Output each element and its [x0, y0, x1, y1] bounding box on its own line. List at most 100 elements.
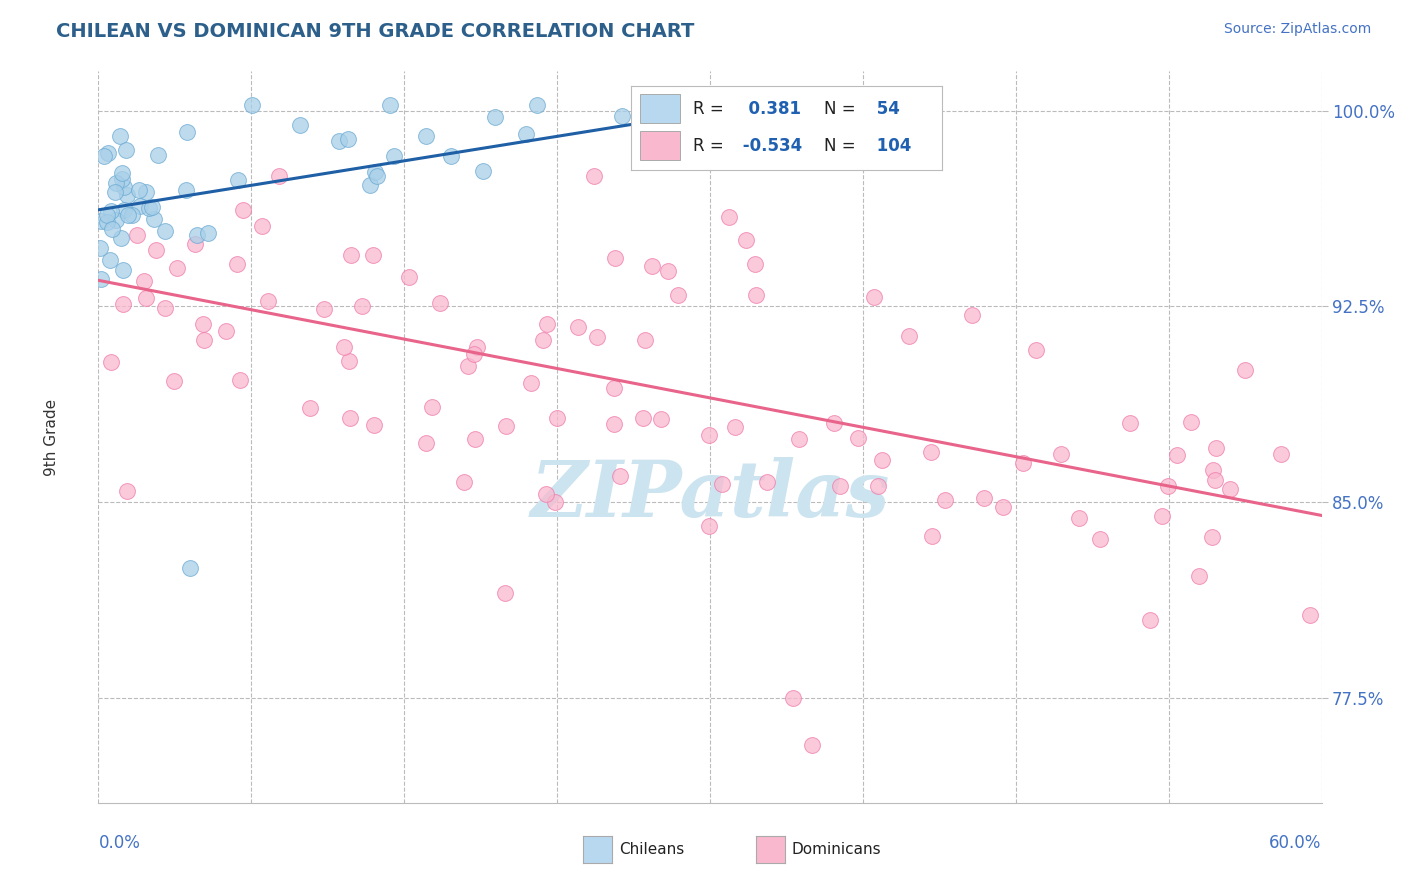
Point: [824, 416, 846, 430]
Point: [114, 143, 136, 157]
Point: [1202, 463, 1225, 477]
Point: [603, 381, 626, 395]
Point: [179, 560, 201, 574]
Point: [112, 202, 135, 217]
Point: [328, 134, 350, 148]
Point: [420, 400, 443, 414]
Point: [398, 270, 420, 285]
Point: [1069, 510, 1091, 524]
Point: [586, 330, 609, 344]
Point: [250, 219, 273, 233]
Text: R =: R =: [693, 100, 724, 118]
Point: [440, 149, 463, 163]
Text: Dominicans: Dominicans: [792, 842, 882, 856]
Point: [115, 188, 138, 202]
Point: [666, 287, 689, 301]
Point: [657, 264, 679, 278]
Point: [153, 224, 176, 238]
Point: [112, 297, 135, 311]
Point: [108, 128, 131, 143]
Point: [710, 477, 733, 491]
Point: [744, 257, 766, 271]
FancyBboxPatch shape: [640, 131, 681, 160]
Point: [1156, 479, 1178, 493]
Point: [145, 243, 167, 257]
Point: [337, 132, 360, 146]
Point: [697, 519, 720, 533]
Point: [90, 213, 112, 227]
Point: [359, 178, 381, 192]
Point: [846, 431, 869, 445]
Point: [1201, 530, 1223, 544]
Point: [105, 213, 128, 227]
Point: [631, 410, 654, 425]
Point: [339, 354, 361, 368]
Text: R =: R =: [693, 136, 724, 154]
Point: [93, 149, 115, 163]
Point: [267, 169, 290, 183]
Point: [866, 478, 889, 492]
Point: [382, 149, 405, 163]
Point: [1219, 482, 1241, 496]
Text: Source: ZipAtlas.com: Source: ZipAtlas.com: [1223, 22, 1371, 37]
Point: [290, 119, 312, 133]
Point: [197, 226, 219, 240]
FancyBboxPatch shape: [640, 95, 681, 123]
Point: [828, 478, 851, 492]
Point: [536, 318, 558, 332]
Point: [229, 373, 252, 387]
Point: [166, 260, 188, 275]
Point: [96, 208, 118, 222]
Point: [603, 417, 626, 431]
Point: [1050, 448, 1073, 462]
Point: [609, 469, 631, 483]
Point: [176, 124, 198, 138]
Point: [104, 176, 127, 190]
Point: [991, 500, 1014, 514]
Point: [332, 340, 354, 354]
Point: [153, 301, 176, 316]
Point: [582, 169, 605, 183]
Point: [863, 290, 886, 304]
Point: [650, 412, 672, 426]
Point: [96, 215, 118, 229]
Point: [191, 317, 214, 331]
Point: [464, 432, 486, 446]
Point: [1180, 415, 1202, 429]
Text: ZIPatlas: ZIPatlas: [530, 458, 890, 533]
Point: [1012, 456, 1035, 470]
Point: [89, 241, 111, 255]
Point: [110, 171, 132, 186]
Point: [143, 211, 166, 226]
Point: [364, 165, 387, 179]
Text: N =: N =: [824, 136, 855, 154]
Point: [520, 376, 543, 390]
Point: [782, 691, 804, 706]
Point: [363, 418, 385, 433]
Text: N =: N =: [824, 100, 855, 118]
Point: [1088, 533, 1111, 547]
Point: [138, 201, 160, 215]
Point: [605, 251, 627, 265]
Point: [960, 308, 983, 322]
Point: [257, 294, 280, 309]
Point: [339, 411, 361, 425]
Point: [534, 486, 557, 500]
Point: [429, 295, 451, 310]
Point: [232, 202, 254, 217]
Point: [132, 275, 155, 289]
Point: [870, 453, 893, 467]
Point: [724, 419, 747, 434]
Point: [117, 208, 139, 222]
Point: [121, 208, 143, 222]
Point: [546, 410, 568, 425]
Point: [463, 346, 485, 360]
Point: [1139, 613, 1161, 627]
Point: [610, 109, 633, 123]
Point: [135, 291, 157, 305]
Point: [453, 475, 475, 490]
Text: 0.381: 0.381: [737, 100, 800, 118]
Point: [186, 228, 208, 243]
Text: 60.0%: 60.0%: [1270, 834, 1322, 852]
Point: [515, 128, 537, 142]
